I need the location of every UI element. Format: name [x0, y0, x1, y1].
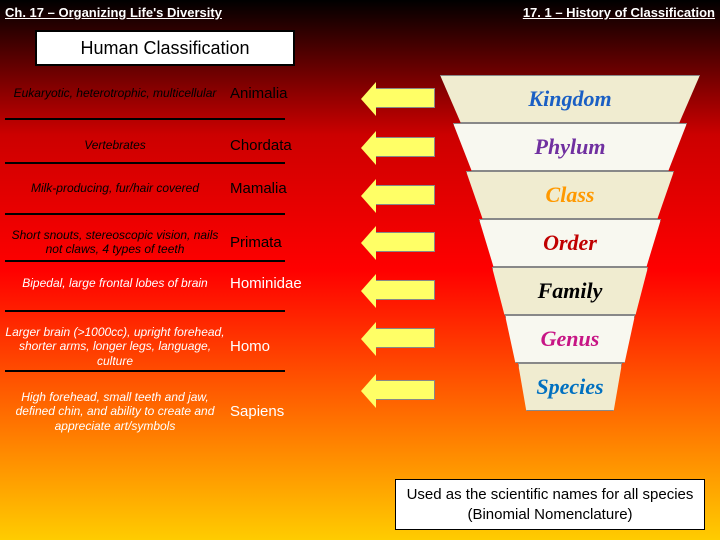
taxonomy-level: Genus — [505, 315, 635, 363]
classification-row: Bipedal, large frontal lobes of brain Hom… — [5, 275, 375, 292]
header-left: Ch. 17 – Organizing Life's Diversity — [5, 5, 222, 20]
arrow-icon — [375, 185, 435, 205]
row-desc: Bipedal, large frontal lobes of brain — [5, 276, 225, 290]
underline — [5, 162, 285, 164]
row-taxon: Sapiens — [230, 403, 284, 420]
underline — [5, 370, 285, 372]
arrow-icon — [375, 137, 435, 157]
row-desc: Short snouts, stereoscopic vision, nails… — [5, 228, 225, 257]
row-taxon: Mamalia — [230, 180, 287, 197]
arrow-icon — [375, 88, 435, 108]
row-taxon: Primata — [230, 234, 282, 251]
bottom-note: Used as the scientific names for all spe… — [395, 479, 705, 530]
classification-row: Vertebrates Chordata — [5, 137, 375, 154]
taxonomy-level: Species — [518, 363, 622, 411]
row-desc: Eukaryotic, heterotrophic, multicellular — [5, 86, 225, 100]
taxonomy-level: Family — [492, 267, 648, 315]
arrow-icon — [375, 328, 435, 348]
underline — [5, 310, 285, 312]
underline — [5, 118, 285, 120]
classification-row: Larger brain (>1000cc), upright forehead… — [5, 325, 375, 368]
classification-row: Eukaryotic, heterotrophic, multicellular… — [5, 85, 375, 102]
taxonomy-level: Class — [466, 171, 674, 219]
underline — [5, 213, 285, 215]
classification-row: Milk-producing, fur/hair covered Mamalia — [5, 180, 375, 197]
row-taxon: Hominidae — [230, 275, 302, 292]
arrow-icon — [375, 232, 435, 252]
row-taxon: Animalia — [230, 85, 288, 102]
classification-row: High forehead, small teeth and jaw, defi… — [5, 390, 375, 433]
header-right: 17. 1 – History of Classification — [523, 5, 715, 20]
row-desc: Milk-producing, fur/hair covered — [5, 181, 225, 195]
taxonomy-level: Order — [479, 219, 661, 267]
taxonomy-level: Kingdom — [440, 75, 700, 123]
row-desc: Larger brain (>1000cc), upright forehead… — [5, 325, 225, 368]
row-desc: High forehead, small teeth and jaw, defi… — [5, 390, 225, 433]
taxonomy-level: Phylum — [453, 123, 687, 171]
row-taxon: Homo — [230, 338, 270, 355]
underline — [5, 260, 285, 262]
title-box: Human Classification — [35, 30, 295, 66]
taxonomy-funnel: KingdomPhylumClassOrderFamilyGenusSpecie… — [440, 75, 700, 465]
row-desc: Vertebrates — [5, 138, 225, 152]
arrow-icon — [375, 380, 435, 400]
classification-row: Short snouts, stereoscopic vision, nails… — [5, 228, 375, 257]
arrow-icon — [375, 280, 435, 300]
row-taxon: Chordata — [230, 137, 292, 154]
